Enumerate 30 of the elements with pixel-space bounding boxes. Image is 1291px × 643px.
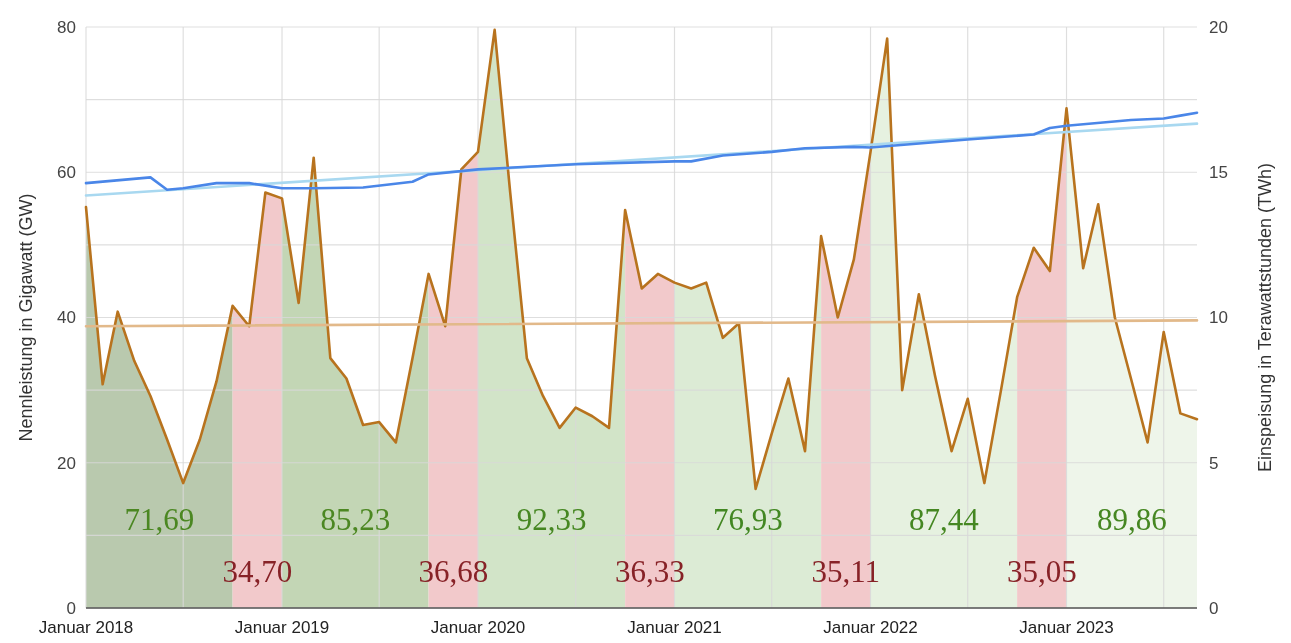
y-tick-label: 60 bbox=[57, 163, 76, 183]
y-tick-label: 20 bbox=[57, 453, 76, 473]
y2-tick-label: 15 bbox=[1209, 163, 1228, 183]
x-tick-label: Januar 2020 bbox=[430, 618, 526, 637]
x-tick-label: Januar 2018 bbox=[38, 618, 134, 637]
x-tick-label: Januar 2022 bbox=[823, 618, 918, 637]
line-series bbox=[84, 111, 1199, 191]
band-label: 35,05 bbox=[1006, 554, 1077, 589]
y-axis-title: Nennleistung in Gigawatt (GW) bbox=[16, 193, 36, 442]
band-label: 34,70 bbox=[222, 554, 293, 589]
x-tick-label: Januar 2021 bbox=[627, 618, 722, 637]
y-tick-label: 40 bbox=[57, 308, 76, 328]
y2-axis-title: Einspeisung in Terawattstunden (TWh) bbox=[1255, 163, 1275, 472]
band-label: 35,11 bbox=[811, 554, 881, 589]
band-label: 87,44 bbox=[908, 502, 980, 537]
y2-tick-label: 5 bbox=[1209, 453, 1219, 473]
band-label: 92,33 bbox=[516, 502, 587, 537]
y2-tick-label: 0 bbox=[1209, 598, 1219, 618]
band-label: 36,33 bbox=[614, 554, 685, 589]
band-label: 36,68 bbox=[418, 554, 489, 589]
y2-tick-label: 20 bbox=[1209, 17, 1228, 37]
band-label: 85,23 bbox=[320, 502, 391, 537]
x-tick-label: Januar 2023 bbox=[1019, 618, 1114, 637]
band-label: 89,86 bbox=[1096, 502, 1167, 537]
x-tick-label: Januar 2019 bbox=[234, 618, 330, 637]
band-label: 71,69 bbox=[124, 502, 195, 537]
y2-tick-label: 10 bbox=[1209, 308, 1228, 328]
band-label: 76,93 bbox=[712, 502, 783, 537]
y-tick-label: 0 bbox=[66, 598, 76, 618]
y-tick-label: 80 bbox=[57, 17, 76, 37]
